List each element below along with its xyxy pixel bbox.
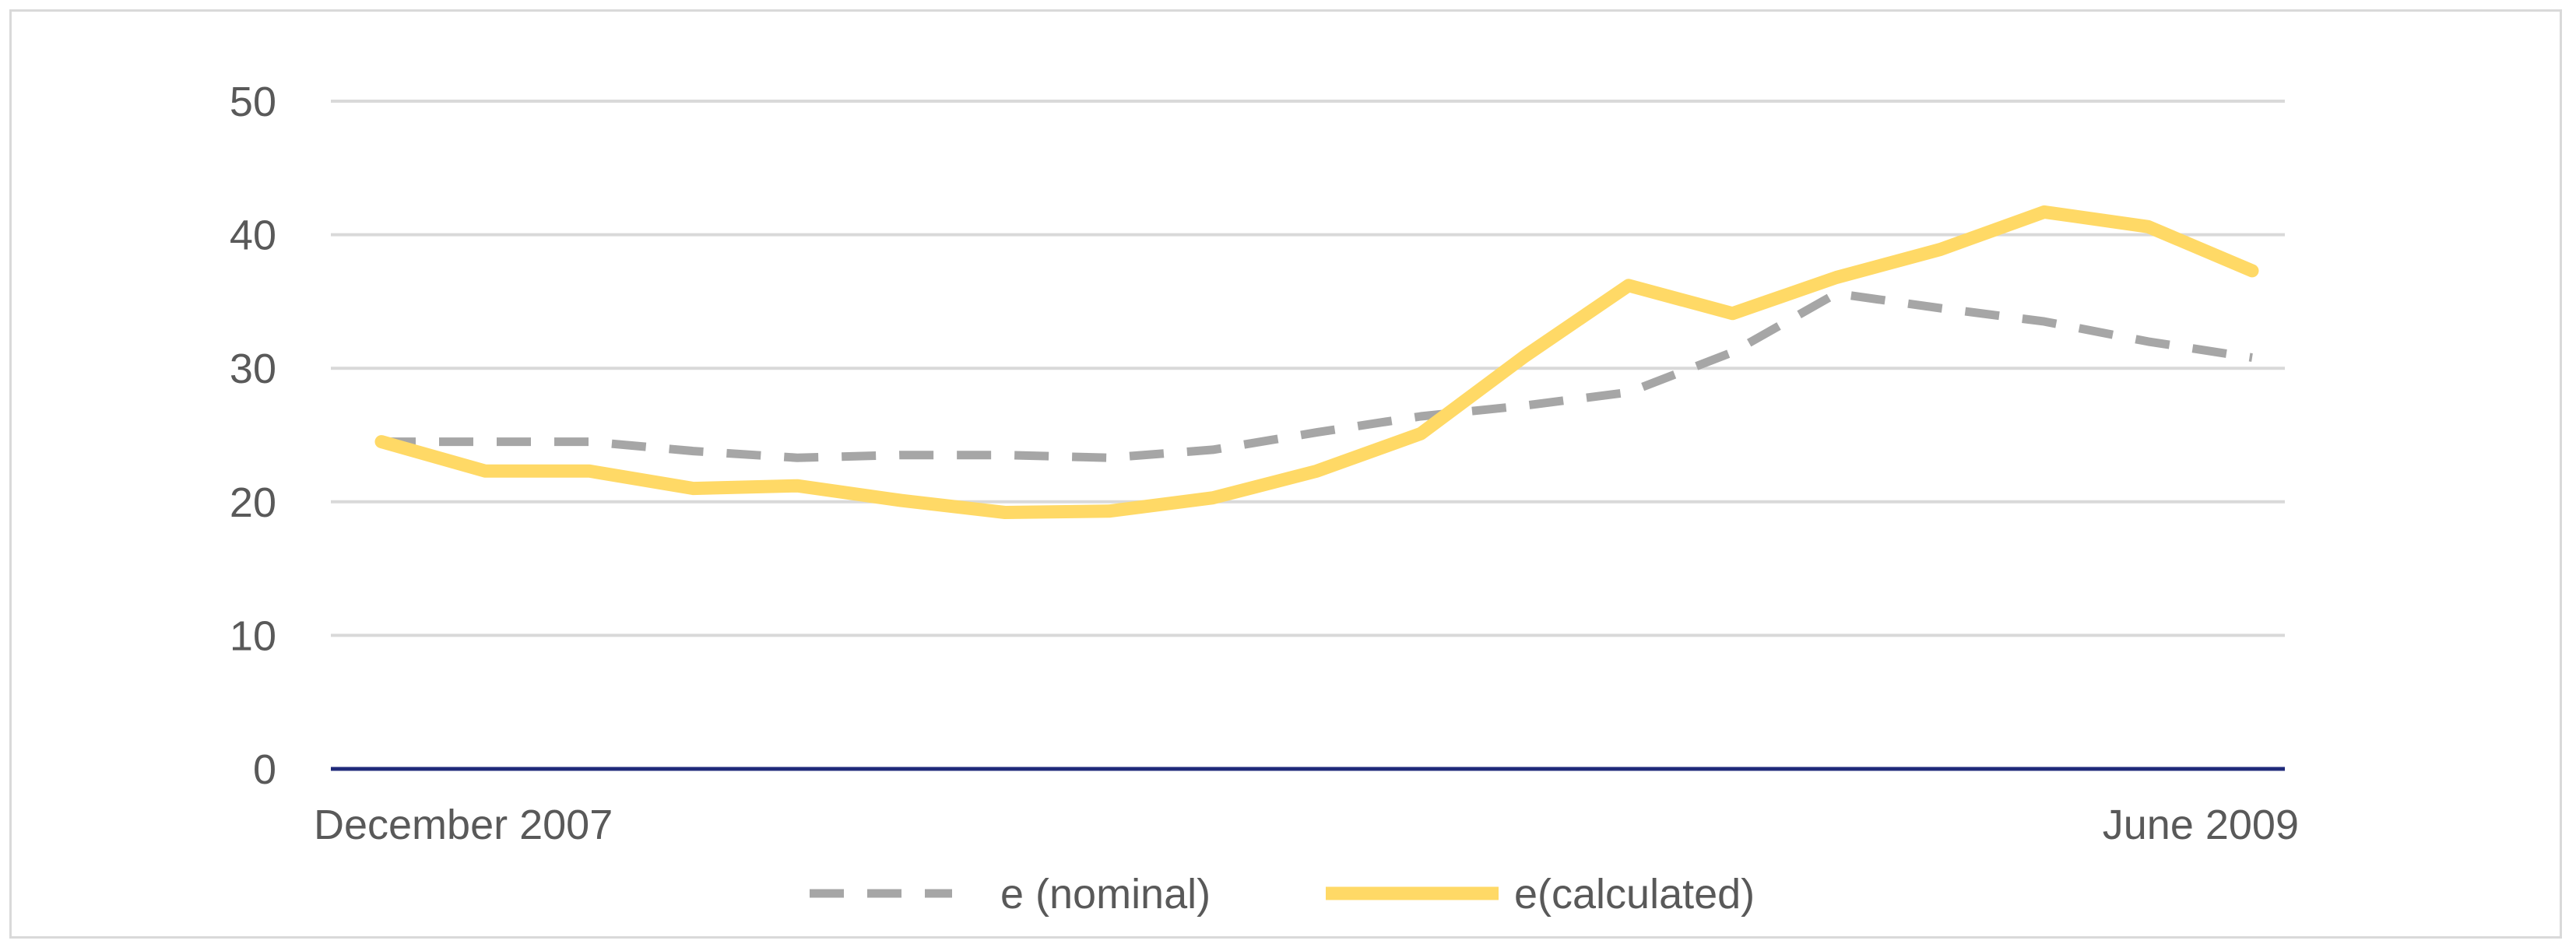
gridlines (331, 100, 2285, 637)
series-line-1 (374, 205, 2259, 519)
y-tick-label: 30 (230, 346, 276, 392)
chart-frame: 0 10 20 30 40 50 December 2007 June 2009 e (no… (9, 9, 2562, 939)
y-tick-label: 10 (230, 612, 276, 659)
x-axis-tick-labels: December 2007 June 2009 (314, 802, 2299, 848)
y-tick-label: 40 (230, 212, 276, 259)
y-tick-label: 50 (230, 79, 276, 125)
y-tick-label: 20 (230, 479, 276, 526)
y-axis-tick-labels: 0 10 20 30 40 50 (230, 79, 276, 793)
y-tick-label: 0 (253, 746, 276, 793)
line-chart: 0 10 20 30 40 50 December 2007 June 2009 e (no… (230, 79, 2299, 918)
x-tick-label-end: June 2009 (2103, 802, 2299, 848)
legend-label-1: e(calculated) (1514, 871, 1755, 918)
series-line-0 (381, 289, 2253, 462)
x-tick-label-start: December 2007 (314, 802, 613, 848)
series-lines (374, 205, 2259, 519)
legend: e (nominal) e(calculated) (810, 871, 1755, 918)
legend-label-0: e (nominal) (1000, 871, 1211, 918)
